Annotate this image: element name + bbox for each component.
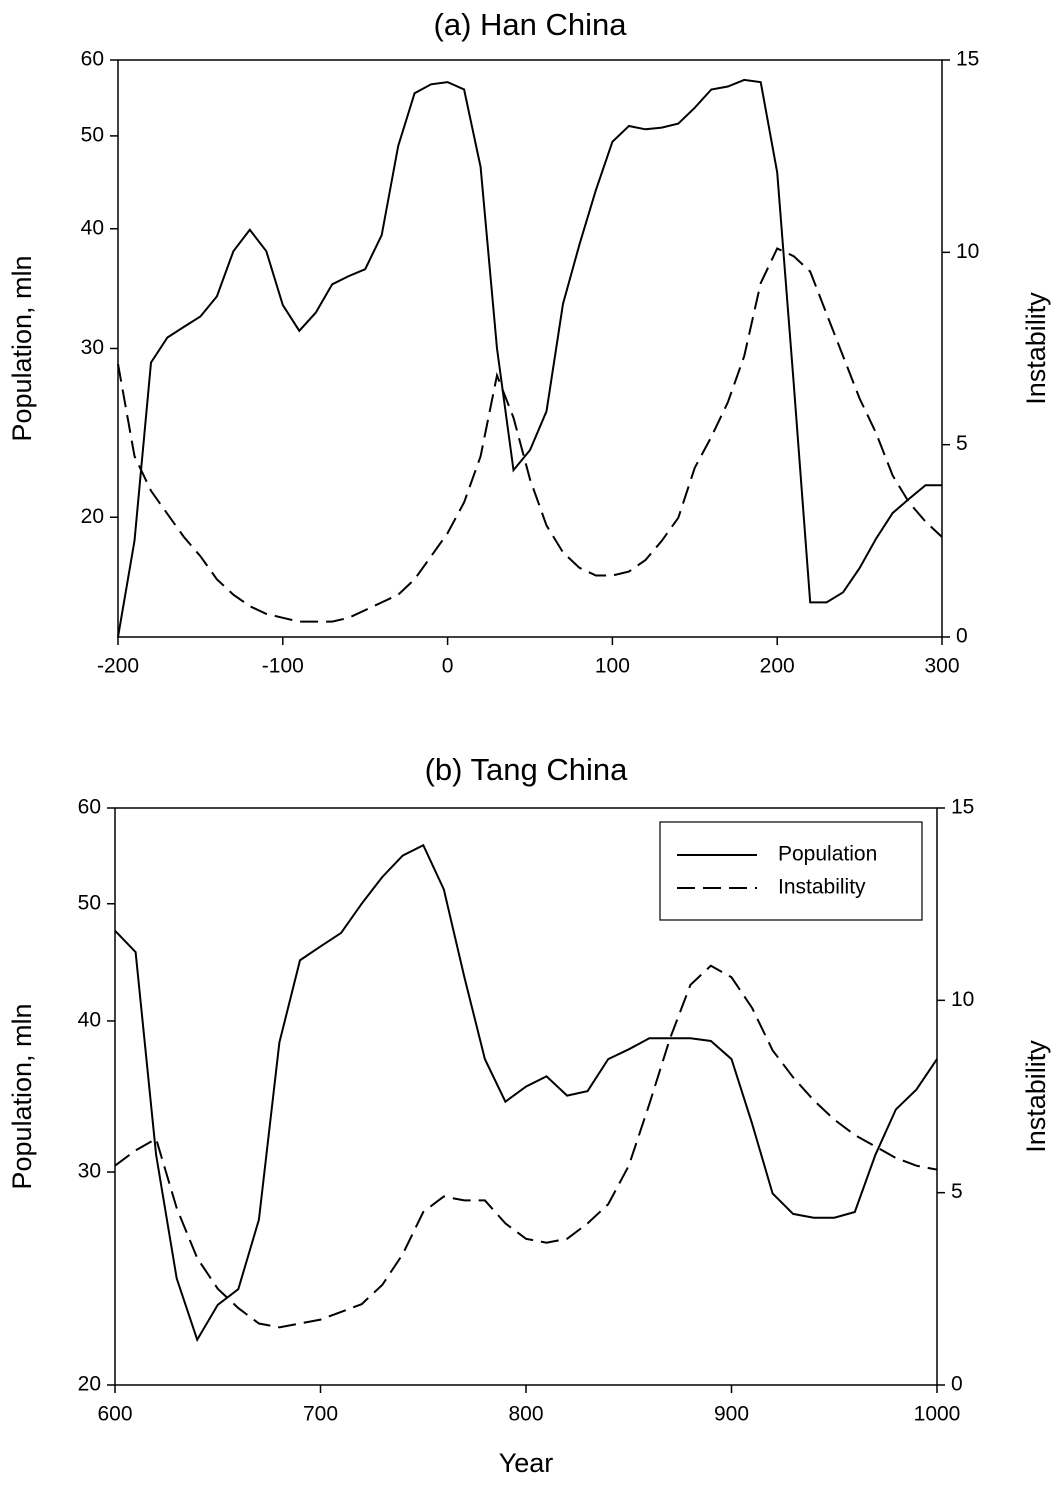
x-tick-label: 300: [924, 655, 959, 678]
y2-tick-label: 0: [956, 625, 968, 648]
y2-axis-label: Instability: [1021, 1040, 1051, 1153]
y-tick-label: 20: [81, 505, 104, 528]
y-tick-label: 60: [78, 796, 101, 819]
y2-tick-label: 0: [951, 1373, 963, 1396]
x-tick-label: 900: [714, 1403, 749, 1426]
y-tick-label: 20: [78, 1373, 101, 1396]
x-tick-label: 0: [442, 655, 454, 678]
legend-label: Instability: [778, 876, 866, 899]
y-axis-label: Population, mln: [7, 1003, 37, 1189]
y-tick-label: 50: [78, 891, 101, 914]
x-tick-label: 100: [595, 655, 630, 678]
y2-axis-label: Instability: [1021, 292, 1051, 405]
y2-tick-label: 15: [956, 48, 979, 71]
chart-title: (a) Han China: [434, 7, 628, 42]
y-tick-label: 50: [81, 123, 104, 146]
x-axis-label: Year: [499, 1448, 554, 1478]
series-line: [117, 78, 942, 638]
x-tick-label: 800: [508, 1403, 543, 1426]
x-tick-label: 600: [97, 1403, 132, 1426]
plot-frame: [117, 59, 943, 638]
y2-tick-label: 5: [956, 432, 968, 455]
x-tick-label: -200: [97, 655, 139, 678]
y2-tick-label: 10: [956, 240, 979, 263]
y-tick-label: 40: [78, 1009, 101, 1032]
x-tick-label: -100: [262, 655, 304, 678]
y-tick-label: 40: [81, 216, 104, 239]
y2-tick-label: 15: [951, 796, 974, 819]
series-line: [114, 843, 938, 1343]
legend-label: Population: [778, 843, 877, 866]
y2-tick-label: 5: [951, 1180, 963, 1203]
y-tick-label: 30: [81, 336, 104, 359]
y-tick-label: 30: [78, 1160, 101, 1183]
y2-tick-label: 10: [951, 988, 974, 1011]
chart-title: (b) Tang China: [425, 752, 629, 787]
series-line: [114, 964, 938, 1329]
x-tick-label: 200: [760, 655, 795, 678]
series-line: [117, 247, 943, 623]
x-tick-label: 1000: [914, 1403, 961, 1426]
x-tick-label: 700: [303, 1403, 338, 1426]
legend-box: [659, 821, 923, 921]
y-axis-label: Population, mln: [7, 255, 37, 441]
y-tick-label: 60: [81, 48, 104, 71]
